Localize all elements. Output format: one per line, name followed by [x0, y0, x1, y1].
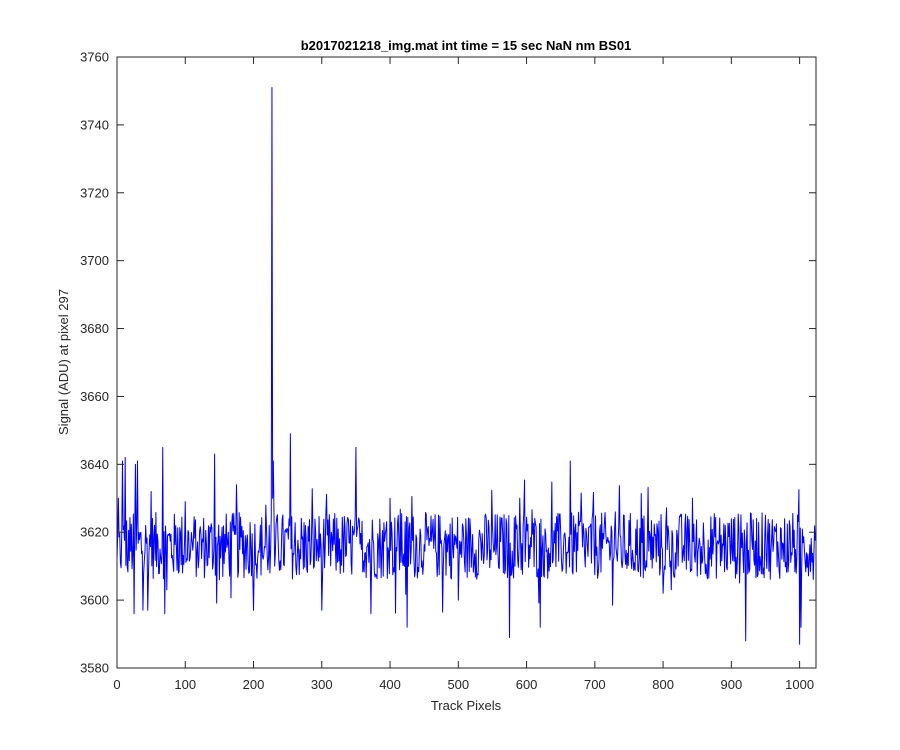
axes-background — [117, 57, 816, 668]
x-tick-label: 300 — [311, 677, 333, 692]
x-tick-label: 700 — [584, 677, 606, 692]
x-tick-label: 900 — [721, 677, 743, 692]
series-layer — [116, 87, 816, 645]
x-tick-label: 100 — [174, 677, 196, 692]
y-tick-label: 3660 — [80, 389, 109, 404]
axes-box — [116, 56, 817, 669]
y-tick-label: 3620 — [80, 525, 109, 540]
x-tick-label: 200 — [243, 677, 265, 692]
x-tick-label: 500 — [447, 677, 469, 692]
x-axis: 0 100 200 300 400 500 600 700 800 900 1000 — [113, 57, 814, 692]
y-tick-label: 3580 — [80, 661, 109, 676]
y-tick-label: 3720 — [80, 185, 109, 200]
y-tick-label: 3760 — [80, 50, 109, 65]
x-axis-title: Track Pixels — [431, 698, 502, 713]
x-tick-label: 600 — [516, 677, 538, 692]
y-axis: 3580 3600 3620 3640 3660 3680 3700 3720 3740 3760 — [80, 50, 816, 676]
y-tick-label: 3740 — [80, 117, 109, 132]
y-axis-title: Signal (ADU) at pixel 297 — [56, 289, 71, 435]
x-tick-label: 0 — [113, 677, 120, 692]
y-tick-label: 3640 — [80, 457, 109, 472]
x-tick-label: 1000 — [785, 677, 814, 692]
chart-title: b2017021218_img.mat int time = 15 sec Na… — [301, 38, 632, 53]
x-tick-label: 800 — [652, 677, 674, 692]
y-tick-label: 3600 — [80, 593, 109, 608]
y-tick-label: 3700 — [80, 253, 109, 268]
signal-series-line — [116, 87, 816, 645]
y-tick-label: 3680 — [80, 321, 109, 336]
x-tick-label: 400 — [379, 677, 401, 692]
